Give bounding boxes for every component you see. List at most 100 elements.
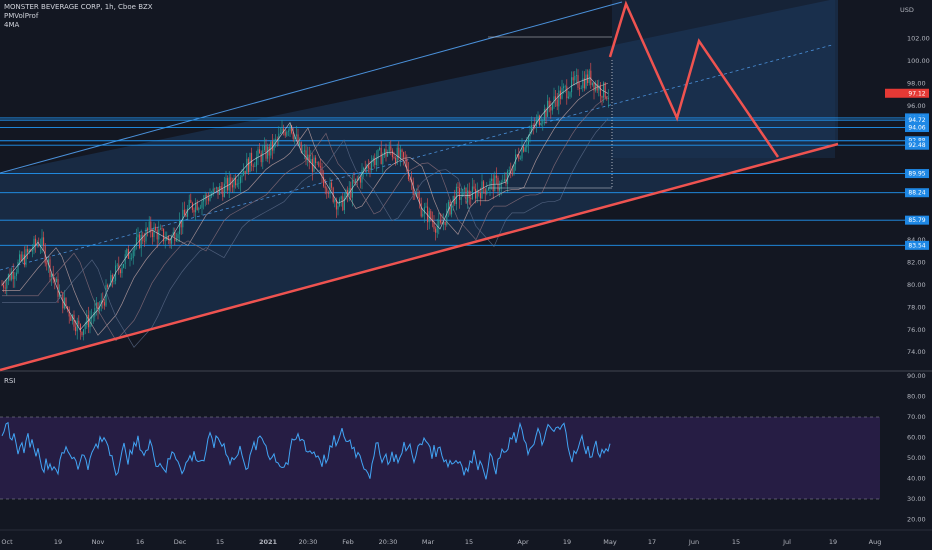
candle-body: [471, 186, 473, 200]
candle-body: [303, 150, 305, 152]
candle-body: [135, 237, 137, 247]
rsi-axis[interactable]: 90.00 80.00 70.00 60.00 50.00 40.00 30.00 20.00: [907, 372, 926, 524]
candle-body: [71, 314, 73, 321]
candle-body: [169, 239, 171, 244]
candle-body: [382, 155, 384, 165]
candle-body: [337, 205, 339, 210]
candle-body: [567, 96, 569, 99]
candle-body: [180, 221, 182, 228]
candle-body: [302, 151, 304, 153]
candle-body: [187, 208, 189, 217]
candle-body: [294, 135, 296, 139]
candle-body: [203, 199, 205, 202]
price-axis-label: 100.00: [907, 57, 930, 65]
candle-body: [340, 196, 342, 200]
price-tag-label: 94.72: [908, 117, 925, 124]
rsi-axis-label: 90.00: [907, 372, 926, 380]
candle-body: [526, 144, 528, 148]
candle-body: [502, 181, 504, 182]
candle-body: [435, 228, 437, 233]
candle-body: [503, 179, 505, 182]
rsi-band: [0, 417, 880, 499]
candle-body: [43, 237, 45, 246]
candle-body: [188, 199, 190, 209]
candle-body: [297, 134, 299, 145]
candle-body: [327, 193, 329, 194]
candle-body: [299, 142, 301, 145]
projection-zigzag[interactable]: [608, 0, 780, 158]
indicator-4ma[interactable]: 4MA: [4, 21, 20, 29]
candle-body: [95, 302, 97, 309]
candle-body: [457, 186, 459, 189]
candle-body: [487, 188, 489, 191]
time-axis-label: Jul: [782, 538, 791, 546]
candle-body: [486, 190, 488, 194]
support-trendline[interactable]: [0, 142, 839, 372]
candle-body: [244, 170, 246, 174]
candle-body: [67, 306, 69, 310]
candle-body: [33, 238, 35, 251]
candle-body: [555, 96, 557, 100]
candle-body: [316, 162, 318, 163]
rsi-axis-label: 30.00: [907, 495, 926, 503]
channel-upper-line[interactable]: [0, 1, 623, 174]
candle-body: [118, 264, 120, 270]
candle-body: [500, 181, 502, 189]
candle-body: [195, 202, 197, 213]
candle-body: [417, 193, 419, 199]
candle-body: [27, 248, 29, 253]
candle-body: [52, 273, 54, 278]
candle-body: [14, 275, 16, 280]
candle-body: [28, 249, 30, 253]
candle-body: [36, 244, 38, 246]
candle-body: [35, 238, 37, 246]
candle-body: [55, 279, 57, 283]
candle-body: [454, 195, 456, 204]
time-axis-label: Dec: [174, 538, 187, 546]
candle-body: [326, 188, 328, 194]
ma-line: [1, 77, 609, 331]
candle-body: [398, 147, 400, 158]
indicator-pmvolprof[interactable]: PMVolProf: [4, 12, 39, 20]
candle-body: [20, 254, 22, 261]
candle-body: [447, 201, 449, 209]
candle-body: [151, 232, 153, 238]
candle-body: [563, 86, 565, 89]
candle-body: [222, 189, 224, 197]
candle-body: [323, 176, 325, 187]
candle-body: [369, 167, 371, 169]
candle-body: [283, 128, 285, 133]
symbol-title[interactable]: MONSTER BEVERAGE CORP, 1h, Cboe BZX: [4, 3, 153, 11]
candle-body: [75, 326, 77, 332]
candle-body: [524, 147, 526, 152]
candle-body: [399, 149, 401, 158]
candle-body: [57, 279, 59, 297]
candle-body: [247, 158, 249, 173]
candle-body: [380, 147, 382, 165]
candle-body: [236, 183, 238, 186]
candle-body: [329, 182, 331, 194]
candle-body: [603, 82, 605, 98]
rsi-title[interactable]: RSI: [4, 377, 16, 385]
candle-body: [348, 188, 350, 196]
candle-body: [251, 152, 253, 166]
candle-body: [350, 188, 352, 198]
candle-body: [411, 179, 413, 182]
candle-body: [190, 199, 192, 203]
candle-body: [499, 188, 501, 191]
candle-body: [604, 82, 606, 98]
candle-body: [103, 302, 105, 306]
candle-body: [148, 221, 150, 231]
time-axis[interactable]: Oct 19 Nov 16 Dec 15 2021 20:30 Feb 20:30 Mar 15 Apr…: [1, 538, 881, 546]
price-tag: [905, 215, 929, 225]
candle-body: [145, 228, 147, 242]
price-axis[interactable]: 102.00 100.00 98.00 96.00 84.00 82.00 80.00 78.…: [907, 35, 930, 357]
candle-body: [246, 158, 248, 174]
candle-body: [420, 203, 422, 217]
candle-body: [319, 166, 321, 168]
candle-body: [451, 202, 453, 215]
candle-body: [307, 154, 309, 160]
candle-body: [313, 157, 315, 172]
